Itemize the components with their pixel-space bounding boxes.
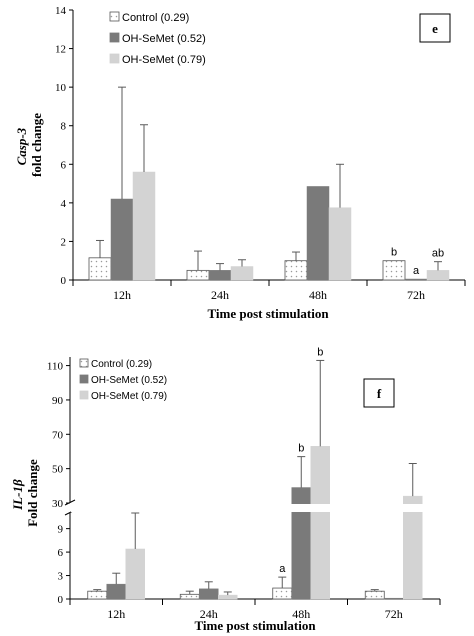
- x-tick-label: 24h: [200, 607, 218, 621]
- legend-label: Control (0.29): [91, 359, 152, 370]
- bar: [106, 583, 126, 600]
- legend-swatch: [109, 53, 120, 64]
- y-tick-label: 3: [58, 571, 64, 583]
- significance-label: b: [391, 247, 397, 259]
- axis-break-gap: [71, 504, 441, 512]
- legend-swatch: [109, 11, 120, 22]
- y-tick-label: 8: [61, 121, 67, 133]
- y-tick-label: 2: [61, 236, 67, 248]
- panel-e-x-axis-label: Time post stimulation: [207, 306, 329, 321]
- x-tick-label: 12h: [113, 288, 131, 302]
- panel-e-y-axis-label: Casp-3 fold change: [14, 113, 44, 177]
- chart-panel-f: 30 50 70 90 110 0 3 6 9 12h 24h 48h 72h a b b Control …: [10, 346, 441, 633]
- legend-label: OH-SeMet (0.79): [91, 391, 167, 402]
- panel-e-y-label-gene: Casp-3: [14, 127, 29, 165]
- bar: [132, 171, 156, 281]
- legend-swatch: [79, 374, 89, 384]
- y-tick-label: 4: [61, 198, 67, 210]
- panel-f-x-axis-label: Time post stimulation: [194, 618, 316, 633]
- panel-f-y-label-rest: Fold change: [25, 459, 40, 527]
- panel-f-bars: a b b: [71, 346, 441, 600]
- panel-f-letter-box: [363, 378, 395, 408]
- bar: [404, 278, 428, 281]
- bar: [125, 548, 145, 600]
- bar: [384, 597, 404, 600]
- x-tick-label: 24h: [211, 288, 229, 302]
- panel-f-y-label-gene: IL-1β: [10, 479, 25, 511]
- x-tick-label: 72h: [407, 288, 425, 302]
- y-tick-label: 110: [47, 361, 64, 373]
- significance-label: ab: [432, 248, 444, 260]
- x-tick-label: 48h: [309, 288, 327, 302]
- x-tick-label: 72h: [385, 607, 403, 621]
- bar: [426, 270, 450, 281]
- bar: [306, 186, 330, 281]
- panel-f-letter: f: [377, 386, 382, 401]
- legend-swatch: [79, 390, 89, 400]
- x-tick-label: 48h: [292, 607, 310, 621]
- legend-label: OH-SeMet (0.52): [122, 33, 206, 45]
- significance-label: a: [413, 265, 420, 277]
- bar: [272, 587, 293, 600]
- significance-label: a: [279, 563, 286, 575]
- panel-e-bars: b aab: [88, 86, 450, 281]
- y-tick-label: 90: [52, 395, 64, 407]
- panel-f-y-axis-label: IL-1β Fold change: [10, 459, 40, 527]
- bar: [179, 593, 200, 600]
- y-tick-label: 50: [52, 464, 64, 476]
- y-tick-label: 14: [55, 5, 67, 17]
- panel-f-legend: Control (0.29) OH-SeMet (0.52) OH-SeMet (0…: [79, 358, 167, 402]
- bar: [208, 270, 232, 281]
- legend-swatch: [109, 32, 120, 43]
- y-tick-label: 0: [58, 594, 64, 606]
- bar: [186, 269, 210, 281]
- bar: [218, 594, 238, 600]
- chart-panel-e: 0 2 4 6 8 10 12 14 12h 24h 48h 72h b aab Control (0.…: [14, 5, 466, 321]
- bar: [328, 207, 352, 281]
- bar: [230, 266, 254, 281]
- significance-label: b: [298, 443, 304, 455]
- y-tick-label: 9: [58, 524, 64, 536]
- y-tick-label: 30: [52, 498, 64, 510]
- significance-label: b: [317, 346, 323, 358]
- bar: [284, 260, 308, 281]
- bar: [199, 588, 219, 600]
- y-tick-label: 70: [52, 429, 64, 441]
- panel-e-y-label-rest: fold change: [29, 113, 44, 177]
- y-tick-label: 12: [55, 44, 66, 56]
- legend-label: Control (0.29): [122, 12, 189, 24]
- y-tick-label: 6: [58, 547, 64, 559]
- bar: [310, 446, 330, 600]
- legend-label: OH-SeMet (0.79): [122, 54, 206, 66]
- y-tick-label: 6: [61, 159, 67, 171]
- y-tick-label: 0: [61, 275, 67, 287]
- x-tick-label: 12h: [107, 607, 125, 621]
- bar: [110, 198, 134, 281]
- panel-e-letter: e: [432, 21, 438, 36]
- legend-swatch: [79, 358, 89, 368]
- bar: [88, 257, 112, 281]
- bar: [364, 590, 385, 600]
- bar: [382, 260, 406, 281]
- bar: [87, 590, 108, 600]
- panel-e-letter-box: [419, 13, 451, 43]
- legend-label: OH-SeMet (0.52): [91, 375, 167, 386]
- panel-e-legend: Control (0.29) OH-SeMet (0.52) OH-SeMet (0…: [109, 11, 206, 66]
- y-tick-label: 10: [55, 82, 67, 94]
